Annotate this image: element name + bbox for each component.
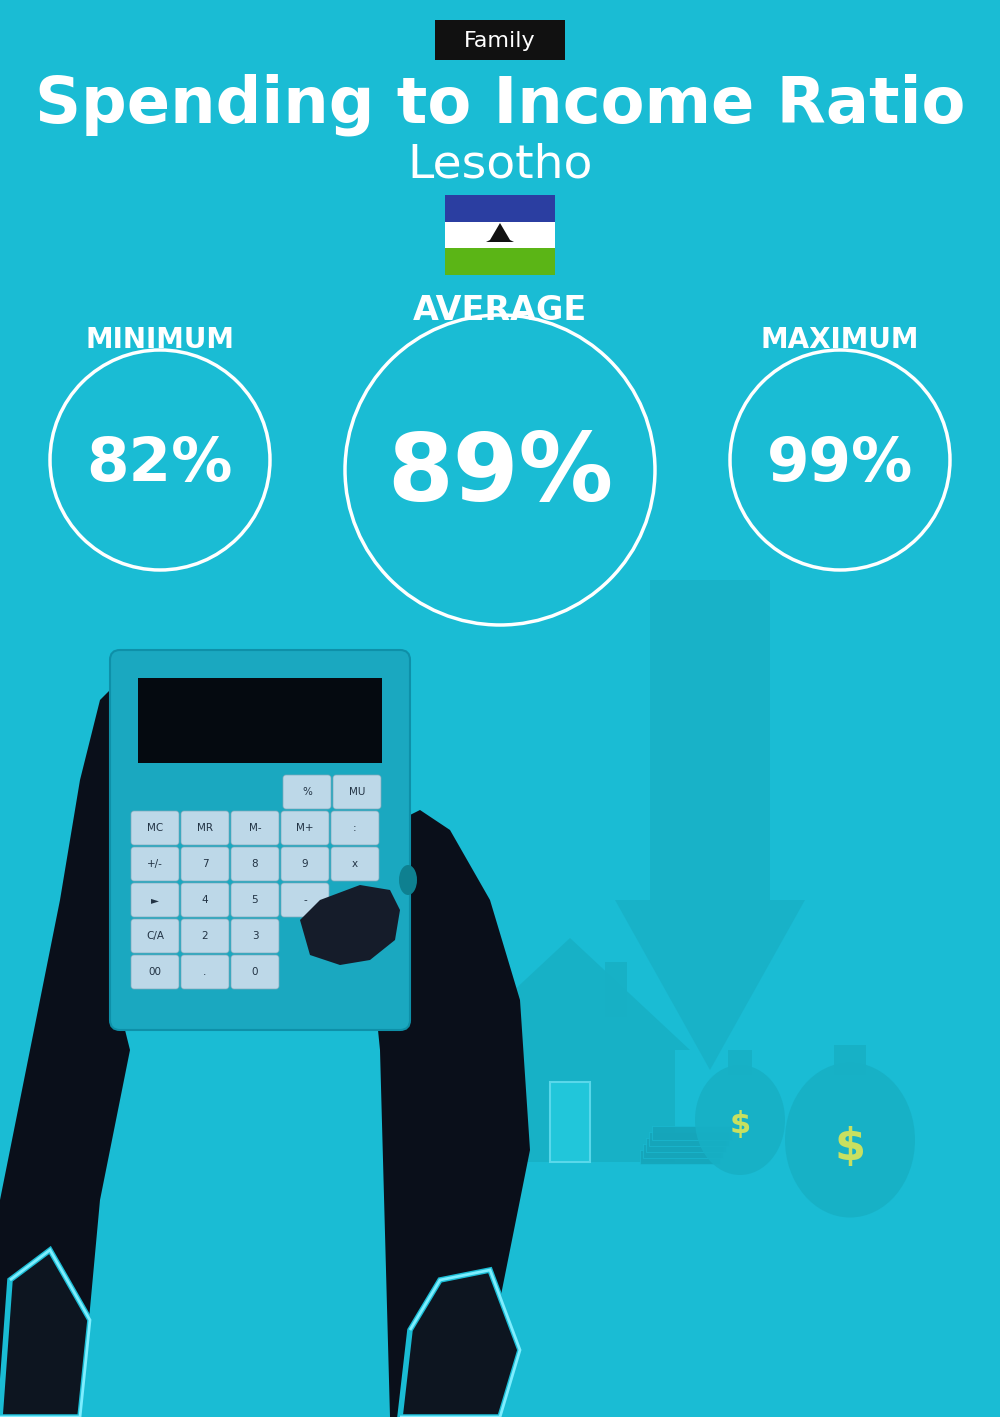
Text: Family: Family bbox=[464, 31, 536, 51]
Text: +/-: +/- bbox=[147, 859, 163, 869]
Bar bbox=[649, 1132, 729, 1146]
Text: AVERAGE: AVERAGE bbox=[413, 293, 587, 326]
Text: 89%: 89% bbox=[387, 429, 613, 521]
Text: $: $ bbox=[834, 1127, 866, 1169]
FancyBboxPatch shape bbox=[131, 920, 179, 954]
FancyBboxPatch shape bbox=[231, 847, 279, 881]
Text: 5: 5 bbox=[252, 896, 258, 905]
Text: MAXIMUM: MAXIMUM bbox=[761, 326, 919, 354]
Bar bbox=[138, 677, 382, 762]
FancyBboxPatch shape bbox=[281, 811, 329, 845]
Text: M+: M+ bbox=[296, 823, 314, 833]
Text: -: - bbox=[303, 896, 307, 905]
Text: 7: 7 bbox=[202, 859, 208, 869]
Polygon shape bbox=[0, 1250, 90, 1417]
Polygon shape bbox=[615, 580, 805, 1070]
Text: MR: MR bbox=[197, 823, 213, 833]
FancyBboxPatch shape bbox=[435, 20, 565, 60]
Text: M-: M- bbox=[249, 823, 261, 833]
FancyBboxPatch shape bbox=[281, 883, 329, 917]
Polygon shape bbox=[270, 650, 410, 1000]
Text: 82%: 82% bbox=[87, 435, 233, 493]
Bar bbox=[445, 196, 555, 221]
FancyBboxPatch shape bbox=[281, 847, 329, 881]
FancyBboxPatch shape bbox=[231, 955, 279, 989]
FancyBboxPatch shape bbox=[333, 775, 381, 809]
Text: 00: 00 bbox=[148, 966, 162, 976]
Polygon shape bbox=[400, 1270, 520, 1417]
FancyBboxPatch shape bbox=[131, 811, 179, 845]
FancyBboxPatch shape bbox=[131, 883, 179, 917]
FancyBboxPatch shape bbox=[331, 811, 379, 845]
Text: $: $ bbox=[729, 1111, 751, 1139]
Polygon shape bbox=[450, 938, 690, 1050]
Text: MU: MU bbox=[349, 786, 365, 796]
Bar bbox=[605, 962, 627, 1017]
Bar bbox=[646, 1138, 726, 1152]
Text: C/A: C/A bbox=[146, 931, 164, 941]
Polygon shape bbox=[300, 886, 400, 965]
Ellipse shape bbox=[695, 1066, 785, 1175]
FancyBboxPatch shape bbox=[231, 811, 279, 845]
FancyBboxPatch shape bbox=[181, 955, 229, 989]
Text: 2: 2 bbox=[202, 931, 208, 941]
Text: .: . bbox=[203, 966, 207, 976]
Bar bbox=[640, 1151, 720, 1163]
Ellipse shape bbox=[399, 864, 417, 896]
Text: 0: 0 bbox=[252, 966, 258, 976]
Text: 9: 9 bbox=[302, 859, 308, 869]
FancyBboxPatch shape bbox=[131, 955, 179, 989]
Polygon shape bbox=[490, 222, 510, 239]
Bar bbox=[445, 248, 555, 275]
Text: Lesotho: Lesotho bbox=[407, 143, 593, 187]
FancyBboxPatch shape bbox=[181, 811, 229, 845]
Bar bbox=[834, 1044, 866, 1076]
Text: 99%: 99% bbox=[767, 435, 913, 493]
Text: MC: MC bbox=[147, 823, 163, 833]
Bar bbox=[465, 1050, 675, 1162]
FancyBboxPatch shape bbox=[181, 847, 229, 881]
FancyBboxPatch shape bbox=[331, 847, 379, 881]
Text: 8: 8 bbox=[252, 859, 258, 869]
Text: x: x bbox=[352, 859, 358, 869]
Polygon shape bbox=[0, 680, 130, 1417]
Bar bbox=[445, 221, 555, 248]
Text: 4: 4 bbox=[202, 896, 208, 905]
Polygon shape bbox=[370, 811, 530, 1417]
Text: ►: ► bbox=[151, 896, 159, 905]
FancyBboxPatch shape bbox=[231, 920, 279, 954]
FancyBboxPatch shape bbox=[131, 847, 179, 881]
Ellipse shape bbox=[785, 1063, 915, 1217]
FancyBboxPatch shape bbox=[181, 883, 229, 917]
Text: :: : bbox=[353, 823, 357, 833]
Text: 3: 3 bbox=[252, 931, 258, 941]
Text: Spending to Income Ratio: Spending to Income Ratio bbox=[35, 74, 965, 136]
FancyBboxPatch shape bbox=[283, 775, 331, 809]
Bar bbox=[652, 1127, 732, 1141]
FancyBboxPatch shape bbox=[231, 883, 279, 917]
FancyBboxPatch shape bbox=[181, 920, 229, 954]
Text: %: % bbox=[302, 786, 312, 796]
Bar bbox=[550, 1083, 590, 1162]
Bar bbox=[643, 1144, 723, 1158]
Bar bbox=[728, 1050, 752, 1076]
Polygon shape bbox=[486, 239, 514, 242]
FancyBboxPatch shape bbox=[110, 650, 410, 1030]
Text: MINIMUM: MINIMUM bbox=[86, 326, 234, 354]
